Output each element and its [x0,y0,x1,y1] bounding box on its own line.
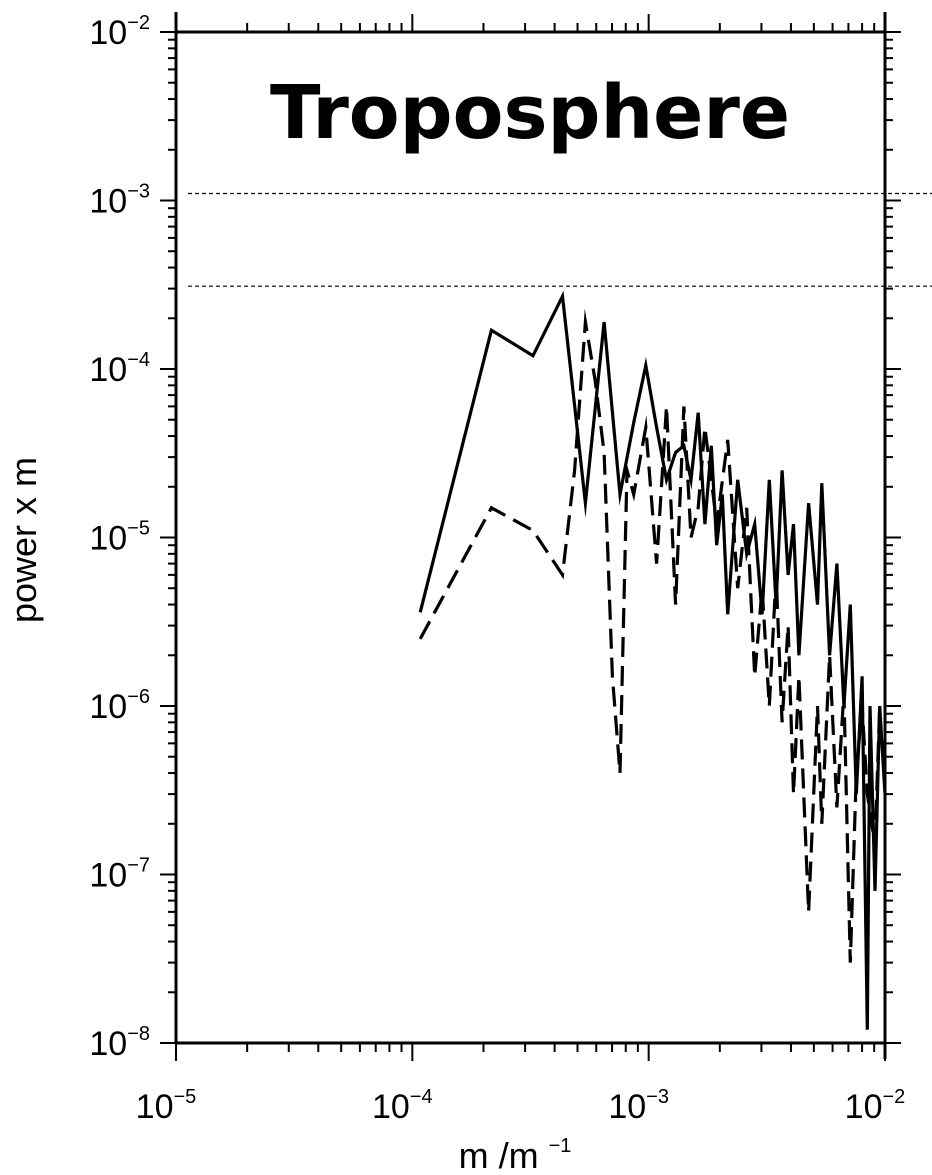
x-tick-base: 10 [372,1088,410,1126]
y-tick-base: 10 [89,1025,127,1063]
y-tick-exponent: −2 [127,12,150,34]
y-tick-base: 10 [89,183,127,221]
chart-title: Troposphere [270,70,790,156]
x-tick-label: 10−3 [608,1086,669,1126]
y-tick-exponent: −5 [127,518,150,540]
y-tick-exponent: −6 [127,686,150,708]
series-line-solid [418,290,887,1030]
x-tick-label: 10−5 [136,1086,197,1126]
x-tick-label: 10−4 [372,1086,433,1126]
y-tick-exponent: −7 [127,855,150,877]
x-tick-base: 10 [845,1088,883,1126]
series-line-dashed [418,308,882,963]
y-tick-label: 10−2 [89,12,150,52]
y-tick-base: 10 [89,857,127,895]
x-axis-label-exponent: −1 [549,1135,572,1157]
y-tick-base: 10 [89,688,127,726]
x-tick-label: 10−2 [845,1086,906,1126]
y-tick-exponent: −3 [127,181,150,203]
x-axis-label-text: m /m [459,1135,539,1175]
x-axis-label: m /m −1 [459,1135,572,1175]
y-tick-label: 10−6 [89,686,150,726]
x-tick-base: 10 [608,1088,646,1126]
x-tick-exponent: −5 [174,1086,197,1108]
y-axis-label: power x m [3,457,44,623]
y-tick-label: 10−7 [89,855,150,895]
y-tick-label: 10−8 [89,1023,150,1063]
y-tick-exponent: −8 [127,1023,150,1045]
x-tick-exponent: −2 [883,1086,906,1108]
y-tick-base: 10 [89,14,127,52]
y-tick-label: 10−4 [89,349,150,389]
x-tick-exponent: −3 [646,1086,669,1108]
y-tick-base: 10 [89,520,127,558]
y-tick-label: 10−5 [89,518,150,558]
y-tick-base: 10 [89,351,127,389]
x-tick-exponent: −4 [410,1086,433,1108]
y-tick-exponent: −4 [127,349,150,371]
y-tick-label: 10−3 [89,181,150,221]
x-tick-base: 10 [136,1088,174,1126]
